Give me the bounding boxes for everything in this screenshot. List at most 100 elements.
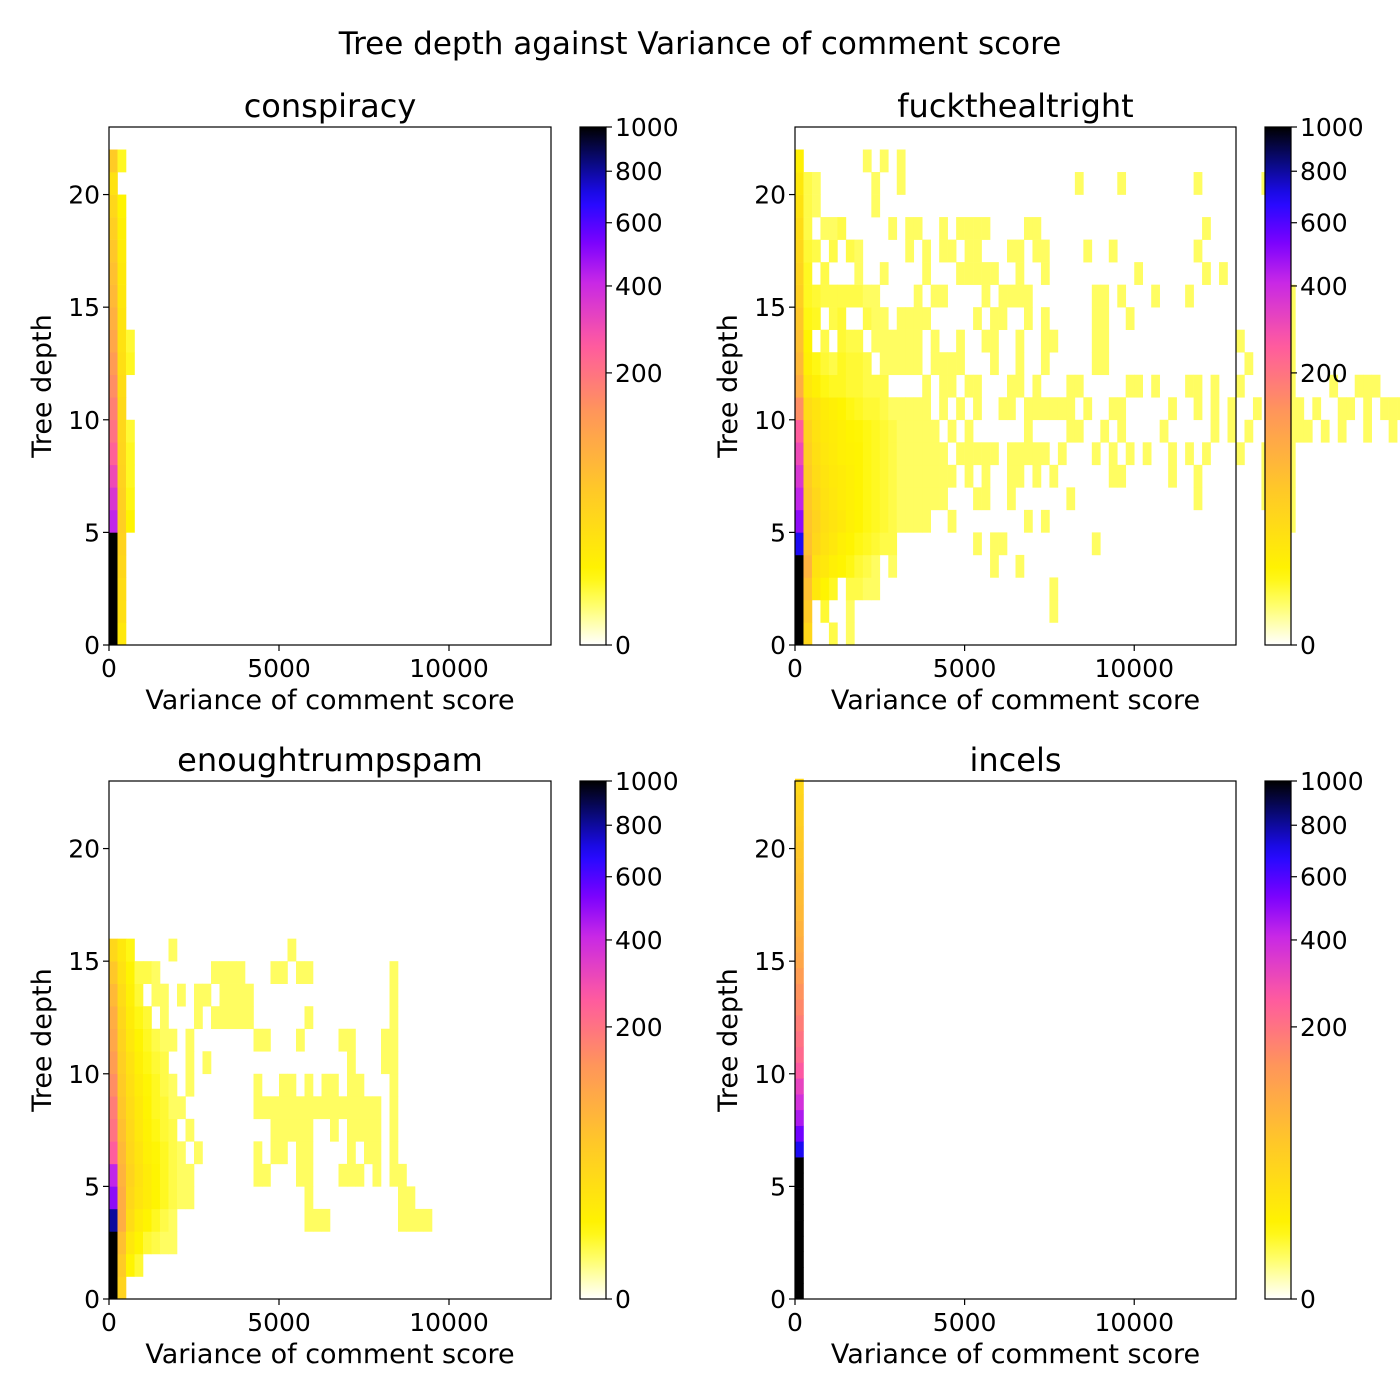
heatmap-cell (117, 938, 127, 962)
heatmap-cell (913, 419, 923, 443)
heatmap-cell (168, 1186, 178, 1210)
heatmap-cell (1023, 284, 1033, 308)
heatmap-cell (109, 307, 118, 330)
heatmap-cell (168, 1028, 178, 1052)
heatmap-cell (922, 487, 931, 511)
heatmap-cell (160, 1028, 169, 1052)
heatmap-cell (143, 961, 152, 984)
x-axis-label: Variance of comment score (831, 1339, 1200, 1370)
heatmap-cell (879, 374, 889, 398)
heatmap-cell (1185, 442, 1194, 466)
heatmap-cell (811, 284, 821, 308)
heatmap-cell (253, 1141, 263, 1165)
heatmap-cell (143, 1186, 152, 1210)
heatmap-cell (828, 487, 838, 511)
heatmap-cell (803, 532, 813, 556)
heatmap-cell (828, 554, 838, 578)
heatmap-cell (820, 217, 830, 240)
heatmap-cell (964, 217, 974, 240)
heatmap-cell (1346, 397, 1356, 421)
heatmap-cell (109, 1006, 118, 1030)
heatmap-cell (795, 149, 804, 173)
heatmap-cell (117, 329, 127, 353)
heatmap-cell (228, 1006, 237, 1030)
heatmap-cell (828, 374, 838, 398)
y-tick-label: 20 (754, 835, 786, 864)
heatmap-cell (304, 1006, 314, 1030)
colorbar-tick-label: 800 (615, 157, 663, 186)
heatmap-cell (1015, 442, 1025, 466)
heatmap-cell (109, 1096, 118, 1120)
heatmap-cell (862, 374, 872, 398)
heatmap-cell (956, 262, 965, 285)
heatmap-cell (1202, 217, 1211, 240)
heatmap-cell (389, 961, 399, 984)
heatmap-cell (1066, 397, 1076, 421)
heatmap-cell (117, 217, 127, 240)
heatmap-cell (151, 1141, 161, 1165)
heatmap-cell (896, 352, 906, 376)
heatmap-cell (1185, 374, 1194, 398)
y-axis-label: Tree depth (713, 314, 744, 458)
heatmap-cell (981, 262, 991, 285)
heatmap-cell (820, 442, 830, 466)
heatmap-cell (143, 1231, 152, 1255)
heatmap-cell (109, 149, 118, 173)
heatmap-cell (126, 487, 135, 511)
heatmap-cell (922, 442, 931, 466)
heatmap-cell (905, 509, 915, 533)
heatmap-cell (845, 284, 855, 308)
heatmap-cell (117, 487, 127, 511)
heatmap-cell (389, 1006, 399, 1030)
heatmap-cell (795, 1094, 804, 1111)
heatmap-cell (415, 1208, 424, 1232)
heatmap-cell (896, 329, 906, 353)
heatmap-cell (406, 1208, 416, 1232)
heatmap-cell (845, 464, 855, 488)
heatmap-cell (879, 397, 889, 421)
heatmap-cell (270, 1141, 280, 1165)
heatmap-cell (1100, 307, 1110, 330)
heatmap-cell (845, 397, 855, 421)
colorbar-tick-label: 800 (1300, 811, 1348, 840)
heatmap-cell (117, 1208, 127, 1232)
heatmap-cell (117, 1163, 127, 1187)
heatmap-cell (160, 1208, 169, 1232)
heatmap-cell (1371, 374, 1381, 398)
heatmap-cell (795, 1062, 804, 1079)
heatmap-cell (117, 1141, 127, 1165)
heatmap-cell (160, 1118, 169, 1142)
heatmap-cell (1023, 397, 1033, 421)
heatmap-cell (845, 509, 855, 533)
x-tick-label: 10000 (1094, 1308, 1174, 1337)
heatmap-cell (795, 307, 804, 330)
heatmap-cell (194, 1006, 203, 1030)
heatmap-cell (270, 1096, 280, 1120)
heatmap-cell (211, 961, 220, 984)
heatmap-cell (913, 397, 923, 421)
heatmap-cell (973, 374, 982, 398)
heatmap-cell (854, 554, 864, 578)
heatmap-cell (398, 1186, 407, 1210)
heatmap-cell (117, 983, 127, 1007)
y-tick-label: 10 (754, 406, 786, 435)
heatmap-cell (279, 1096, 288, 1120)
heatmap-cell (381, 1051, 390, 1075)
heatmap-cell (973, 532, 982, 556)
heatmap-cell (126, 352, 135, 376)
heatmap-cells (795, 778, 804, 1300)
heatmap-cell (828, 352, 838, 376)
colorbar-tick-label: 800 (1300, 157, 1348, 186)
x-tick-label: 0 (101, 1308, 117, 1337)
heatmap-cell (862, 487, 872, 511)
heatmap-cell (795, 239, 804, 263)
heatmap-cell (347, 1163, 356, 1187)
x-tick-label: 0 (787, 654, 803, 683)
heatmap-cell (981, 487, 991, 511)
heatmap-cell (109, 239, 118, 263)
colorbar-tick-label: 1000 (615, 767, 679, 796)
colorbar-tick-label: 400 (1300, 272, 1348, 301)
heatmap-cell (117, 442, 127, 466)
heatmap-cell (143, 1118, 152, 1142)
heatmap-cell (905, 352, 915, 376)
